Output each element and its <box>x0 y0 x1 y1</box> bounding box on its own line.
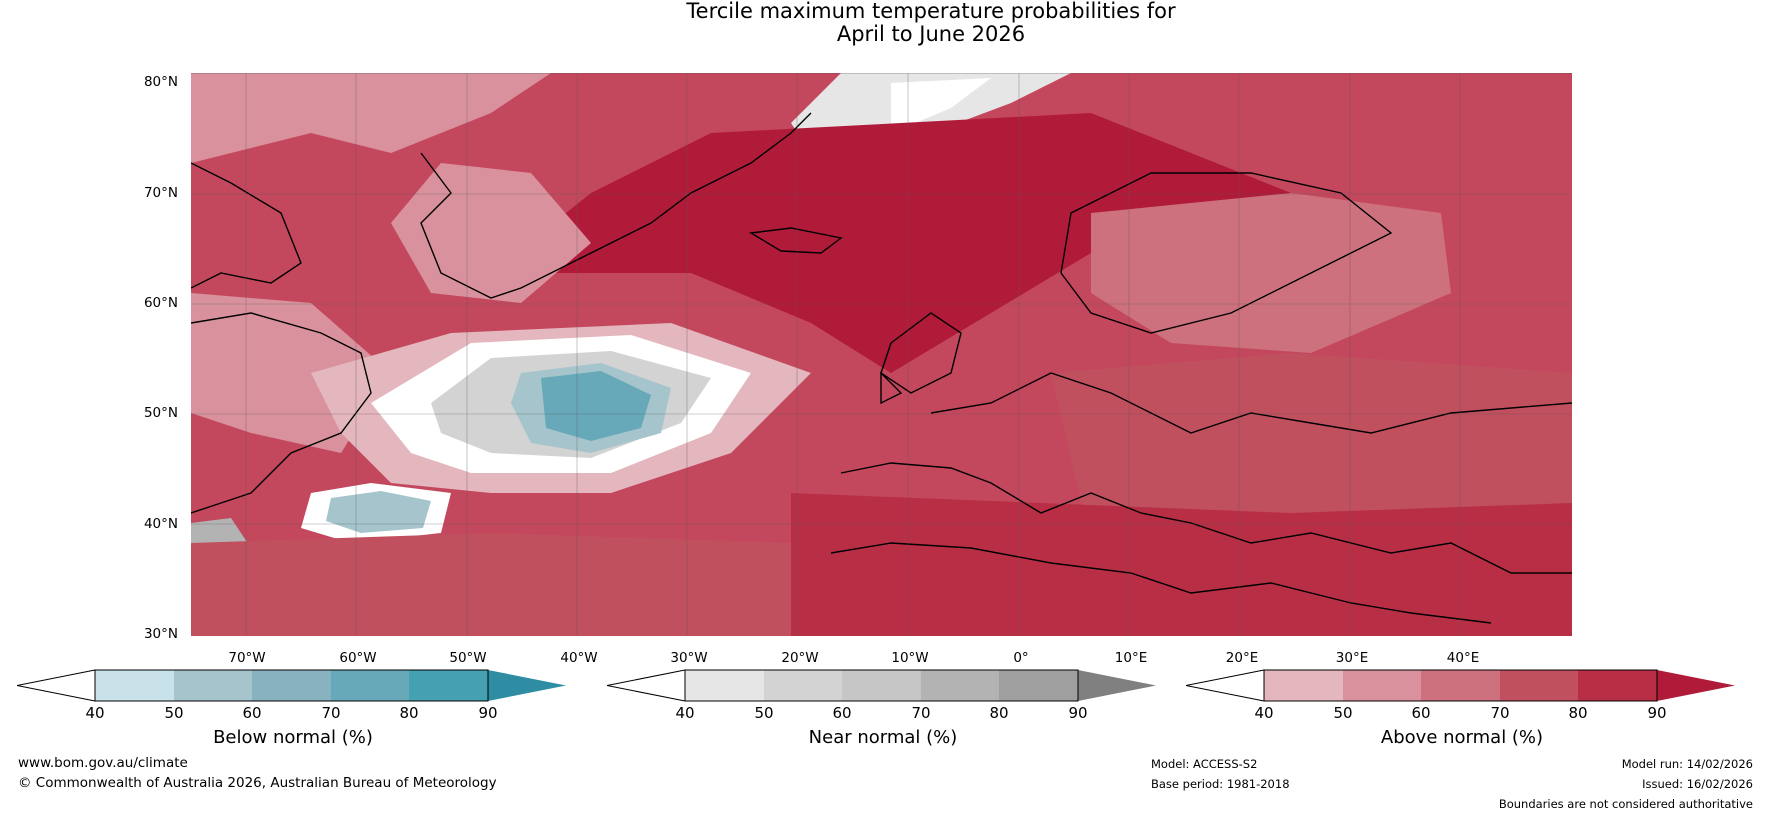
lon-label-70w: 70°W <box>228 650 266 666</box>
cbar-below-outline <box>94 669 489 702</box>
coast-greenland <box>420 112 812 299</box>
lon-label-20e: 20°E <box>1225 650 1259 666</box>
cbar-above-seg-4 <box>1500 670 1578 701</box>
cbar-near-tick-50: 50 <box>754 704 774 722</box>
website-link[interactable]: www.bom.gov.au/climate <box>18 755 188 771</box>
lat-label-40n: 40°N <box>143 516 178 532</box>
lat-label-80n: 80°N <box>143 74 178 90</box>
lat-label-60n: 60°N <box>143 295 178 311</box>
colorbar-below <box>17 669 566 702</box>
coast-europe-north <box>930 372 1572 434</box>
coast-scandinavia <box>1060 172 1393 334</box>
lon-label-0: 0° <box>1013 650 1029 666</box>
title-line-2: April to June 2026 <box>836 22 1026 46</box>
lat-label-50n: 50°N <box>143 405 178 421</box>
cbar-near-tick-60: 60 <box>832 704 852 722</box>
lon-label-10e: 10°E <box>1114 650 1148 666</box>
cbar-above-tick-50: 50 <box>1333 704 1353 722</box>
cbar-near-seg-2 <box>764 670 842 701</box>
cbar-near-tick-90: 90 <box>1068 704 1088 722</box>
cbar-near-seg-1 <box>685 670 764 701</box>
cbar-near-title: Near normal (%) <box>808 727 958 748</box>
cbar-below-seg-2 <box>174 670 252 701</box>
cbar-above-seg-2 <box>1343 670 1421 701</box>
lon-label-40w: 40°W <box>560 650 598 666</box>
coast-mediterranean-north <box>840 462 1572 574</box>
cbar-near-ext-high <box>1078 670 1156 701</box>
copyright-text: © Commonwealth of Australia 2026, Austra… <box>18 775 497 791</box>
cbar-below-tick-80: 80 <box>399 704 419 722</box>
title-line-1: Tercile maximum temperature probabilitie… <box>686 0 1176 23</box>
region-below-2 <box>541 371 651 441</box>
cbar-near-seg-5 <box>999 670 1078 701</box>
base-period: Base period: 1981-2018 <box>1151 777 1290 791</box>
coastlines <box>191 112 1572 624</box>
region-mediterranean <box>791 493 1572 636</box>
cbar-above-title: Above normal (%) <box>1380 727 1544 748</box>
region-above-high <box>491 113 1291 373</box>
cbar-above-tick-70: 70 <box>1490 704 1510 722</box>
cbar-below-tick-40: 40 <box>85 704 105 722</box>
cbar-below-tick-60: 60 <box>242 704 262 722</box>
cbar-near-outline <box>684 669 1079 702</box>
coast-baffin <box>191 162 302 289</box>
boundaries-disclaimer: Boundaries are not considered authoritat… <box>1498 797 1753 811</box>
map-svg <box>191 73 1572 636</box>
cbar-above-tick-80: 80 <box>1568 704 1588 722</box>
lon-label-30e: 30°E <box>1335 650 1369 666</box>
cbar-below-seg-3 <box>252 670 331 701</box>
cbar-near-tick-80: 80 <box>989 704 1009 722</box>
lon-label-30w: 30°W <box>670 650 708 666</box>
region-greenland <box>391 163 591 303</box>
cbar-below-seg-1 <box>95 670 174 701</box>
cbar-above-seg-3 <box>1421 670 1500 701</box>
lon-label-60w: 60°W <box>339 650 377 666</box>
lat-label-30n: 30°N <box>143 626 178 642</box>
cbar-above-outline <box>1263 669 1658 702</box>
cbar-above-seg-5 <box>1578 670 1657 701</box>
coast-africa-north <box>830 542 1492 624</box>
region-subtropical <box>191 533 791 636</box>
lon-label-40e: 40°E <box>1446 650 1480 666</box>
cbar-below-seg-4 <box>331 670 409 701</box>
lat-label-70n: 70°N <box>143 185 178 201</box>
cbar-near-tick-40: 40 <box>675 704 695 722</box>
cbar-below-ext-high <box>488 670 566 701</box>
cbar-below-tick-90: 90 <box>478 704 498 722</box>
model-run: Model run: 14/02/2026 <box>1621 757 1753 771</box>
coast-ireland <box>880 371 903 405</box>
chart-title: Tercile maximum temperature probabilitie… <box>0 0 1770 46</box>
cbar-near-seg-4 <box>921 670 999 701</box>
probability-map <box>191 73 1572 636</box>
cbar-above-ext-high <box>1657 670 1735 701</box>
issued-date: Issued: 16/02/2026 <box>1642 777 1753 791</box>
coast-iceland <box>748 227 843 254</box>
region-light-northwest <box>191 73 551 163</box>
lon-label-20w: 20°W <box>781 650 819 666</box>
cbar-above-ext-low <box>1186 669 1265 702</box>
cbar-below-title: Below normal (%) <box>213 727 373 748</box>
cbar-near-seg-3 <box>842 670 921 701</box>
region-white-arctic <box>891 78 991 133</box>
colorbar-above <box>1186 669 1735 702</box>
region-below-southwest <box>326 491 431 533</box>
cbar-near-tick-70: 70 <box>911 704 931 722</box>
cbar-near-ext-low <box>607 669 686 702</box>
lon-label-50w: 50°W <box>449 650 487 666</box>
cbar-below-tick-70: 70 <box>321 704 341 722</box>
cbar-above-tick-90: 90 <box>1647 704 1667 722</box>
colorbar-near <box>607 669 1156 702</box>
cbar-above-tick-60: 60 <box>1411 704 1431 722</box>
model-name: Model: ACCESS-S2 <box>1151 757 1258 771</box>
cbar-below-ext-low <box>17 669 96 702</box>
cbar-above-tick-40: 40 <box>1254 704 1274 722</box>
cbar-below-seg-5 <box>409 670 488 701</box>
region-scandinavia <box>1091 193 1451 353</box>
cbar-above-seg-1 <box>1264 670 1343 701</box>
graticule <box>191 73 1572 636</box>
lon-label-10w: 10°W <box>891 650 929 666</box>
cbar-below-tick-50: 50 <box>164 704 184 722</box>
